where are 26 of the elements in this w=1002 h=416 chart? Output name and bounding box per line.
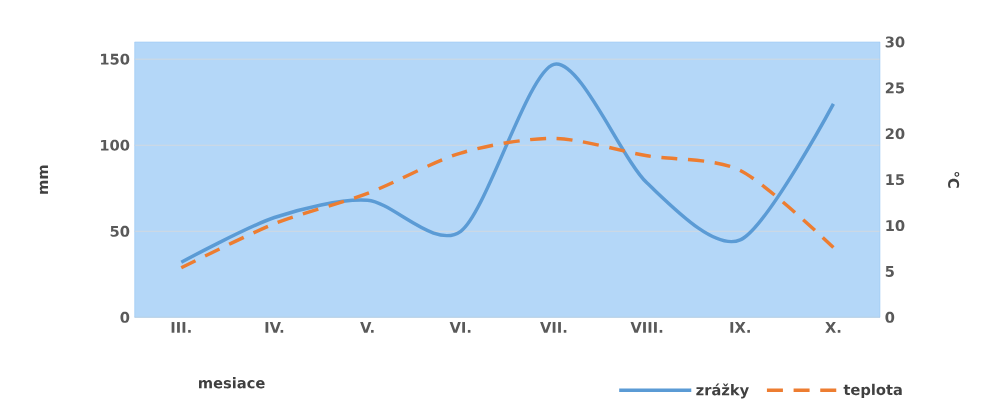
y-tick-label: 100: [101, 139, 130, 151]
y2-axis-title: °C: [948, 171, 960, 188]
y2-tick-label: 30: [885, 36, 905, 48]
y2-tick-label: 20: [885, 128, 905, 140]
x-tick-label: IV.: [265, 322, 284, 333]
legend-label: teplota: [843, 383, 902, 398]
x-tick-label: V.: [360, 322, 374, 333]
y2-tick-label: 0: [885, 311, 895, 323]
x-tick-label: VII.: [540, 322, 567, 333]
y-tick-label: 50: [110, 225, 130, 237]
x-axis-title: mesiace: [199, 377, 265, 389]
y2-tick-label: 10: [886, 220, 905, 232]
y-tick-label: 150: [101, 53, 130, 65]
y-tick-label: 0: [120, 311, 130, 323]
line-series: [179, 136, 836, 270]
x-tick-label: IX.: [730, 322, 750, 333]
x-tick-label: VIII.: [630, 322, 663, 333]
x-tick-label: X.: [825, 322, 841, 333]
y-axis-title: mm: [39, 165, 48, 194]
y2-tick-label: 25: [885, 82, 905, 94]
y2-tick-label: 15: [886, 174, 905, 186]
x-tick-label: VI.: [449, 322, 471, 333]
x-tick-label: III.: [171, 322, 191, 333]
line-series: [179, 62, 836, 264]
legend-label: zrážky: [696, 383, 749, 399]
y2-tick-label: 5: [885, 265, 894, 277]
